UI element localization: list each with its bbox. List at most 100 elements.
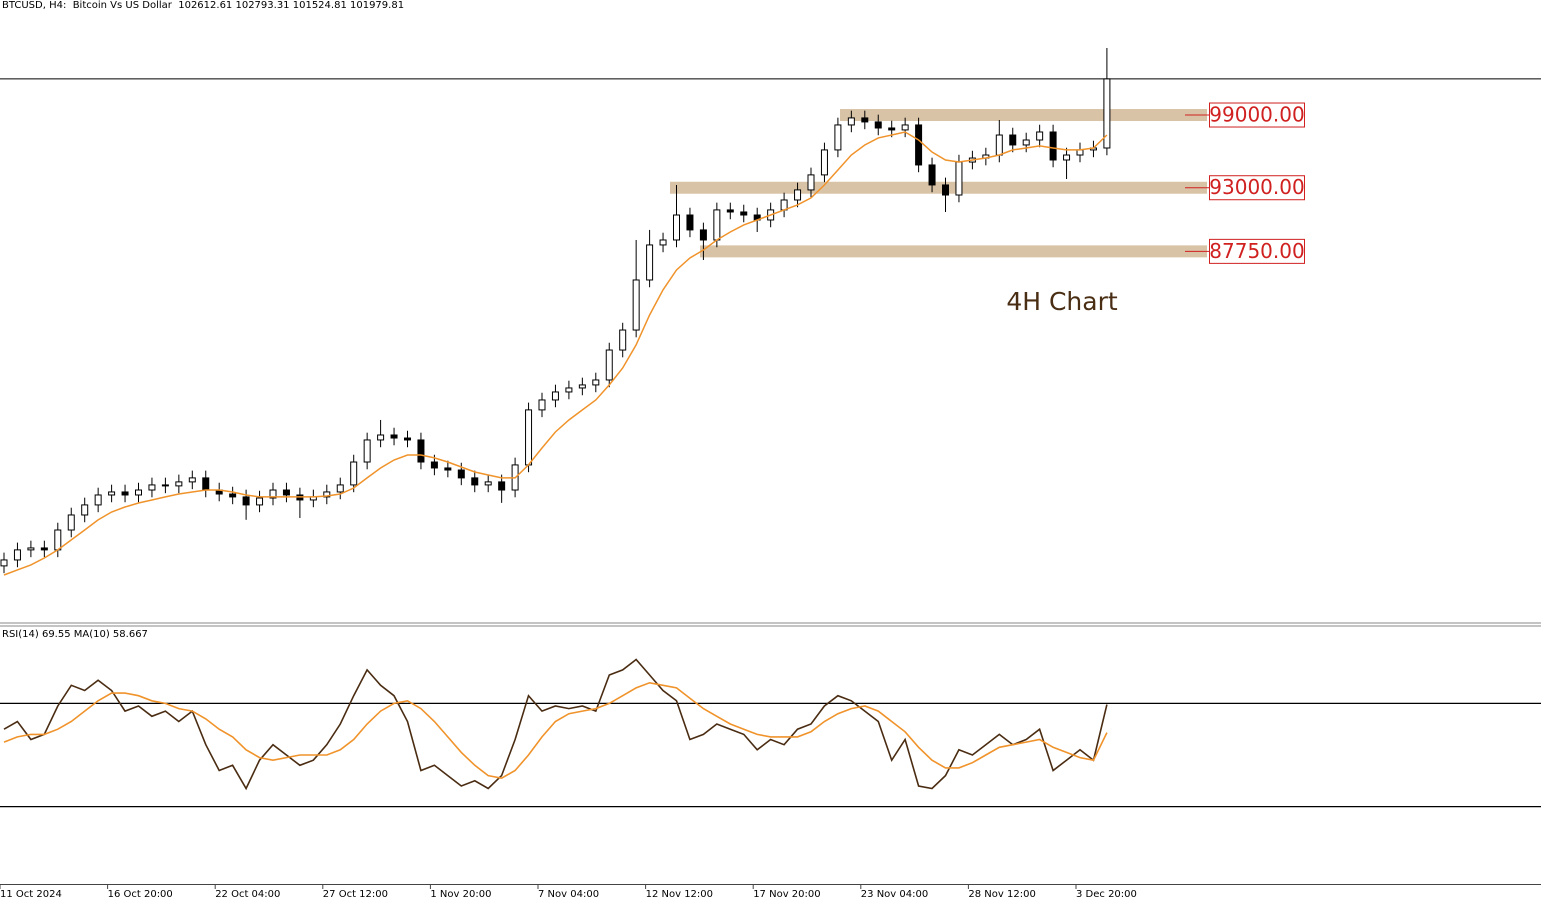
x-tick-label: 1 Nov 20:00 bbox=[430, 889, 491, 900]
candle-body bbox=[40, 547, 48, 551]
candle-body bbox=[888, 127, 896, 131]
candle-body bbox=[740, 211, 748, 216]
candle-body bbox=[847, 117, 855, 126]
candle-body bbox=[861, 117, 869, 123]
candle-body bbox=[94, 494, 102, 506]
candle-body bbox=[901, 124, 909, 131]
candle-body bbox=[807, 174, 815, 191]
candle-body bbox=[1009, 134, 1017, 146]
level-zone bbox=[700, 245, 1207, 258]
candle-body bbox=[551, 391, 559, 401]
candle-body bbox=[188, 477, 196, 483]
candle-body bbox=[538, 399, 546, 411]
candle-body bbox=[592, 379, 600, 386]
candle-body bbox=[699, 229, 707, 241]
level-zone bbox=[670, 181, 1207, 194]
candle-body bbox=[955, 161, 963, 196]
candle-body bbox=[175, 481, 183, 487]
candle-body bbox=[915, 124, 923, 166]
candle-body bbox=[820, 149, 828, 176]
candle-body bbox=[578, 384, 586, 389]
candle-body bbox=[942, 184, 949, 196]
candle-body bbox=[874, 121, 882, 129]
candle-body bbox=[336, 484, 344, 493]
moving-average bbox=[3, 131, 1108, 576]
candle-body bbox=[646, 244, 654, 281]
candle-body bbox=[673, 214, 680, 241]
chart-title: BTCUSD, H4: Bitcoin Vs US Dollar 102612.… bbox=[2, 0, 404, 11]
candle-body bbox=[81, 504, 89, 516]
candle-body bbox=[430, 461, 438, 469]
x-tick-label: 12 Nov 12:00 bbox=[646, 889, 713, 900]
candle-body bbox=[13, 549, 21, 561]
candle-body bbox=[323, 491, 331, 498]
x-tick-label: 22 Oct 04:00 bbox=[215, 889, 280, 900]
candle-body bbox=[282, 489, 290, 496]
candle-body bbox=[995, 134, 1003, 156]
candle-body bbox=[1076, 149, 1084, 156]
level-label: 87750.00 bbox=[1209, 239, 1304, 263]
x-tick-label: 3 Dec 20:00 bbox=[1076, 889, 1137, 900]
candle-body bbox=[390, 434, 398, 439]
candle-body bbox=[242, 496, 250, 506]
candle-body bbox=[928, 164, 936, 186]
candle-body bbox=[834, 124, 842, 151]
candle-body bbox=[484, 481, 492, 486]
candle-body bbox=[363, 439, 371, 463]
candle-body bbox=[108, 491, 116, 496]
candle-body bbox=[659, 239, 667, 246]
candle-body bbox=[0, 559, 8, 567]
candle-body bbox=[54, 529, 62, 551]
candle-body bbox=[148, 484, 156, 491]
level-label: 99000.00 bbox=[1209, 103, 1304, 127]
indicator-title: RSI(14) 69.55 MA(10) 58.667 bbox=[2, 629, 148, 640]
candle-body bbox=[121, 491, 129, 496]
indicator-line bbox=[3, 681, 1108, 780]
candle-body bbox=[377, 434, 385, 441]
candle-body bbox=[457, 469, 465, 479]
candle-body bbox=[1036, 131, 1044, 141]
candle-body bbox=[565, 387, 573, 393]
candle-body bbox=[269, 489, 277, 499]
candle-body bbox=[1103, 78, 1111, 149]
candle-body bbox=[350, 461, 358, 486]
level-zone bbox=[840, 109, 1207, 122]
candle-body bbox=[713, 209, 721, 241]
candle-body bbox=[161, 484, 169, 487]
x-tick-label: 28 Nov 12:00 bbox=[968, 889, 1035, 900]
candle-body bbox=[686, 214, 694, 231]
level-label: 93000.00 bbox=[1209, 175, 1304, 199]
candle-body bbox=[1022, 139, 1030, 146]
candle-body bbox=[404, 437, 411, 441]
candle-body bbox=[202, 477, 210, 491]
annotation: 4H Chart bbox=[1006, 287, 1118, 316]
candle-body bbox=[525, 409, 533, 466]
x-tick-label: 16 Oct 20:00 bbox=[108, 889, 173, 900]
x-tick-label: 27 Oct 12:00 bbox=[323, 889, 388, 900]
x-tick-label: 23 Nov 04:00 bbox=[861, 889, 928, 900]
level-label-box bbox=[1209, 175, 1305, 201]
candle-body bbox=[605, 349, 613, 381]
candle-body bbox=[619, 329, 627, 351]
candle-body bbox=[498, 481, 506, 491]
candle-body bbox=[726, 209, 734, 213]
indicator-line bbox=[3, 658, 1108, 791]
x-tick-label: 17 Nov 20:00 bbox=[753, 889, 820, 900]
candle-body bbox=[444, 467, 452, 471]
candle-body bbox=[27, 547, 35, 551]
candle-body bbox=[794, 189, 802, 201]
x-tick-label: 11 Oct 2024 bbox=[0, 889, 62, 900]
level-label-box bbox=[1209, 102, 1305, 128]
candle-body bbox=[67, 514, 75, 531]
x-tick-label: 7 Nov 04:00 bbox=[538, 889, 599, 900]
level-label-box bbox=[1209, 238, 1305, 264]
candle-body bbox=[417, 439, 425, 463]
candle-body bbox=[471, 477, 479, 486]
candle-body bbox=[1049, 131, 1057, 161]
candle-body bbox=[135, 489, 142, 496]
candle-body bbox=[256, 497, 264, 506]
candle-body bbox=[632, 279, 640, 331]
candle-body bbox=[1063, 154, 1071, 161]
